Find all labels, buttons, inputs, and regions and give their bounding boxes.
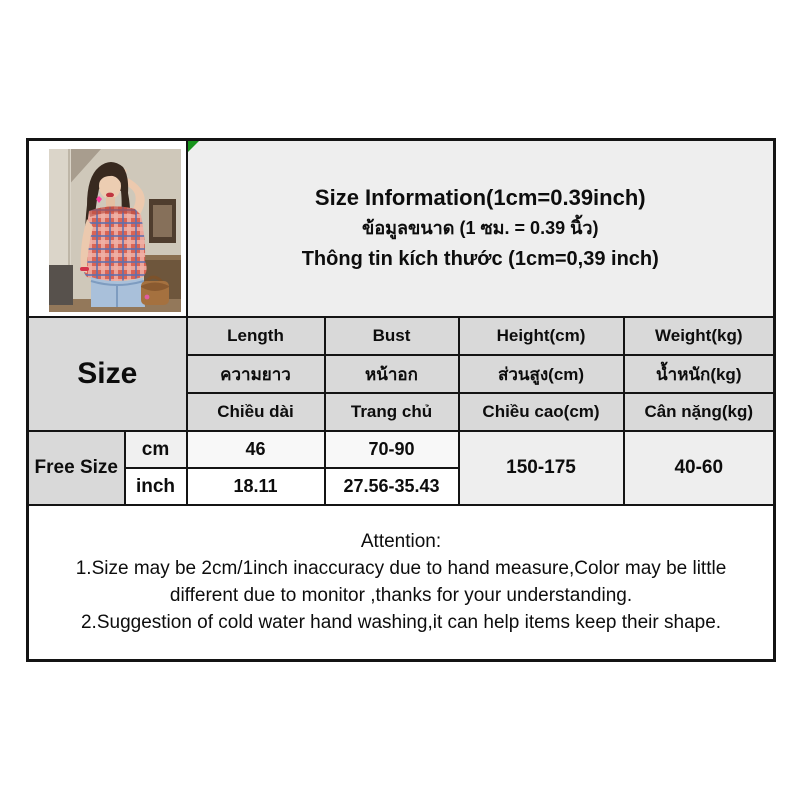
bust-inch-value: 27.56-35.43 bbox=[323, 467, 460, 506]
colhead-bust-th: หน้าอก bbox=[323, 354, 460, 394]
table-row-header-th: ความยาว หน้าอก ส่วนสูง(cm) น้ำหนัก(kg) bbox=[28, 354, 776, 394]
colhead-height-en: Height(cm) bbox=[457, 316, 625, 356]
attention-text: Attention: 1.Size may be 2cm/1inch inacc… bbox=[30, 522, 773, 642]
title-vietnamese: Thông tin kích thước (1cm=0,39 inch) bbox=[301, 248, 659, 270]
product-photo-illustration bbox=[49, 149, 181, 312]
free-size-label: Free Size bbox=[26, 430, 126, 506]
colhead-height-vi: Chiều cao(cm) bbox=[457, 392, 625, 432]
table-row-inch: inch 18.11 27.56-35.43 bbox=[28, 467, 775, 506]
attention-cell: Attention: 1.Size may be 2cm/1inch inacc… bbox=[26, 504, 776, 661]
attention-line-2: different due to monitor ,thanks for you… bbox=[169, 585, 633, 607]
title-thai: ข้อมูลขนาด (1 ซม. = 0.39 นิ้ว) bbox=[362, 218, 599, 238]
bust-cm-value: 70-90 bbox=[323, 430, 460, 469]
colhead-weight-vi: Cân nặng(kg) bbox=[622, 392, 776, 432]
red-bracelet bbox=[80, 267, 89, 271]
plaid-top bbox=[83, 206, 147, 281]
unit-cm-label: cm bbox=[123, 430, 188, 469]
brown-handbag bbox=[141, 275, 169, 305]
size-table: Size Information(1cm=0.39inch) ข้อมูลขนา… bbox=[26, 138, 777, 662]
table-row-header-vi: Chiều dài Trang chủ Chiều cao(cm) Cân nặ… bbox=[28, 392, 776, 432]
colhead-length-th: ความยาว bbox=[185, 354, 326, 394]
length-cm-value: 46 bbox=[185, 430, 326, 469]
colhead-bust-en: Bust bbox=[323, 316, 460, 356]
weight-value: 40-60 bbox=[622, 430, 776, 506]
heart-earring bbox=[96, 196, 102, 203]
colhead-weight-th: น้ำหนัก(kg) bbox=[622, 354, 776, 394]
product-photo bbox=[30, 141, 185, 315]
attention-title: Attention: bbox=[360, 531, 442, 553]
table-row-attention: Attention: 1.Size may be 2cm/1inch inacc… bbox=[26, 504, 776, 661]
title-english: Size Information(1cm=0.39inch) bbox=[314, 185, 646, 210]
corner-size-label: Size bbox=[26, 316, 188, 432]
cell-flag-icon bbox=[188, 141, 199, 152]
table-row-header-en: Size Length Bust Height(cm) Weight(kg) bbox=[26, 316, 776, 432]
table-row-title: Size Information(1cm=0.39inch) ข้อมูลขนา… bbox=[26, 138, 776, 318]
colhead-height-th: ส่วนสูง(cm) bbox=[457, 354, 625, 394]
model-lips bbox=[106, 192, 114, 198]
unit-inch-label: inch bbox=[123, 467, 188, 506]
colhead-weight-en: Weight(kg) bbox=[622, 316, 776, 356]
attention-line-3: 2.Suggestion of cold water hand washing,… bbox=[80, 612, 722, 634]
product-photo-cell bbox=[26, 138, 188, 318]
photo-dark-furniture bbox=[49, 265, 73, 305]
length-inch-value: 18.11 bbox=[185, 467, 326, 506]
size-info-title-cell: Size Information(1cm=0.39inch) ข้อมูลขนา… bbox=[185, 138, 776, 318]
table-row-cm: Free Size cm 46 70-90 150-175 40-60 bbox=[26, 430, 776, 506]
photo-model bbox=[80, 162, 147, 307]
height-value: 150-175 bbox=[457, 430, 625, 506]
size-chart-sheet: Size Information(1cm=0.39inch) ข้อมูลขนา… bbox=[26, 138, 777, 662]
attention-line-1: 1.Size may be 2cm/1inch inaccuracy due t… bbox=[75, 558, 727, 580]
colhead-length-vi: Chiều dài bbox=[185, 392, 326, 432]
colhead-bust-vi: Trang chủ bbox=[323, 392, 460, 432]
colhead-length-en: Length bbox=[185, 316, 326, 356]
model-face bbox=[99, 173, 121, 199]
